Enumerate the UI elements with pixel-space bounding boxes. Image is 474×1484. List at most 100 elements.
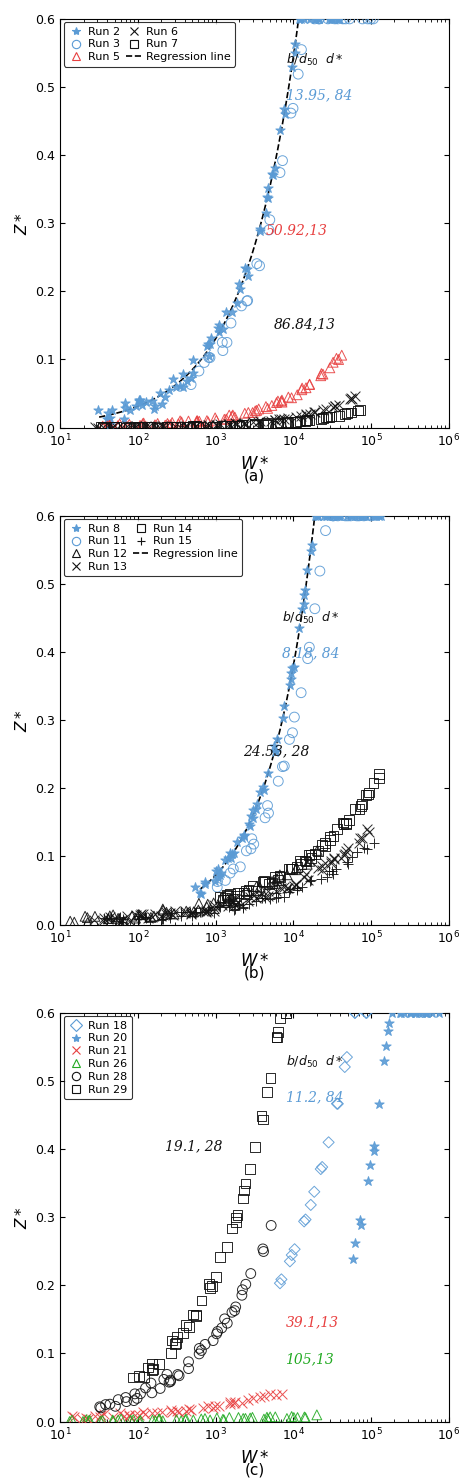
Point [142, 905, 149, 929]
Point [238, 827, 246, 850]
Point [232, 1296, 239, 1319]
Point [229, 404, 237, 427]
Point [316, 559, 324, 583]
Point [115, 1388, 122, 1411]
Point [190, 1408, 197, 1432]
Point [357, 1212, 365, 1236]
Point [143, 416, 151, 439]
Point [71, 910, 78, 933]
Point [94, 416, 102, 439]
Point [101, 416, 109, 439]
Point [121, 390, 129, 414]
Point [123, 1389, 130, 1413]
Point [412, 1002, 419, 1025]
Point [308, 846, 315, 870]
Point [291, 1238, 298, 1261]
Point [222, 407, 230, 430]
Point [382, 1034, 390, 1058]
Point [290, 874, 298, 898]
Point [173, 414, 181, 438]
Point [206, 1408, 214, 1432]
Point [234, 1204, 241, 1227]
Point [205, 413, 212, 436]
Point [124, 414, 131, 438]
Point [180, 1321, 187, 1345]
Point [183, 368, 191, 392]
Point [273, 727, 281, 751]
Point [341, 402, 349, 426]
Point [135, 389, 142, 413]
Point [114, 907, 122, 930]
Point [102, 1392, 109, 1416]
Point [120, 910, 128, 933]
Point [264, 186, 271, 209]
Point [223, 883, 231, 907]
Point [256, 254, 264, 278]
Point [329, 395, 337, 418]
Point [224, 886, 231, 910]
Point [271, 408, 279, 432]
Point [257, 218, 264, 242]
Point [231, 889, 238, 913]
Point [142, 905, 149, 929]
Point [385, 1011, 392, 1034]
Point [293, 856, 301, 880]
Point [224, 893, 232, 917]
Point [118, 911, 126, 935]
Point [228, 300, 236, 324]
Point [205, 346, 212, 370]
Point [167, 1398, 174, 1422]
Point [342, 7, 349, 31]
Point [347, 401, 355, 424]
Point [201, 870, 209, 893]
Point [226, 881, 234, 905]
Point [118, 1407, 125, 1431]
Point [351, 1002, 359, 1025]
Point [226, 413, 233, 436]
Point [343, 850, 351, 874]
Point [239, 1407, 247, 1431]
Point [160, 907, 167, 930]
Point [363, 818, 371, 841]
Point [134, 416, 142, 439]
Point [216, 895, 224, 919]
Point [329, 505, 337, 528]
Point [372, 505, 379, 528]
Point [283, 1002, 290, 1025]
Point [304, 558, 311, 582]
Point [187, 372, 195, 396]
Point [276, 160, 284, 184]
Point [157, 904, 165, 928]
Point [142, 907, 149, 930]
Point [289, 96, 297, 120]
Point [331, 395, 338, 418]
Point [100, 416, 107, 439]
Point [146, 908, 154, 932]
Point [306, 372, 313, 396]
Point [319, 1155, 326, 1178]
Point [148, 1382, 155, 1405]
Point [173, 1325, 181, 1349]
Point [240, 1178, 248, 1202]
Point [284, 877, 292, 901]
Point [155, 1408, 163, 1432]
Point [135, 905, 142, 929]
Point [362, 1002, 370, 1025]
Point [297, 404, 305, 427]
Point [303, 862, 310, 886]
Point [210, 1328, 217, 1352]
Point [201, 873, 209, 896]
Point [166, 907, 174, 930]
Point [173, 1399, 181, 1423]
Point [91, 1404, 99, 1428]
Point [112, 910, 120, 933]
Point [212, 413, 219, 436]
X-axis label: $W*$: $W*$ [240, 951, 269, 969]
Point [218, 893, 226, 917]
Point [147, 1371, 155, 1395]
Point [147, 905, 155, 929]
Point [125, 1404, 133, 1428]
Point [171, 414, 179, 438]
Point [116, 413, 123, 436]
Point [239, 1187, 247, 1211]
